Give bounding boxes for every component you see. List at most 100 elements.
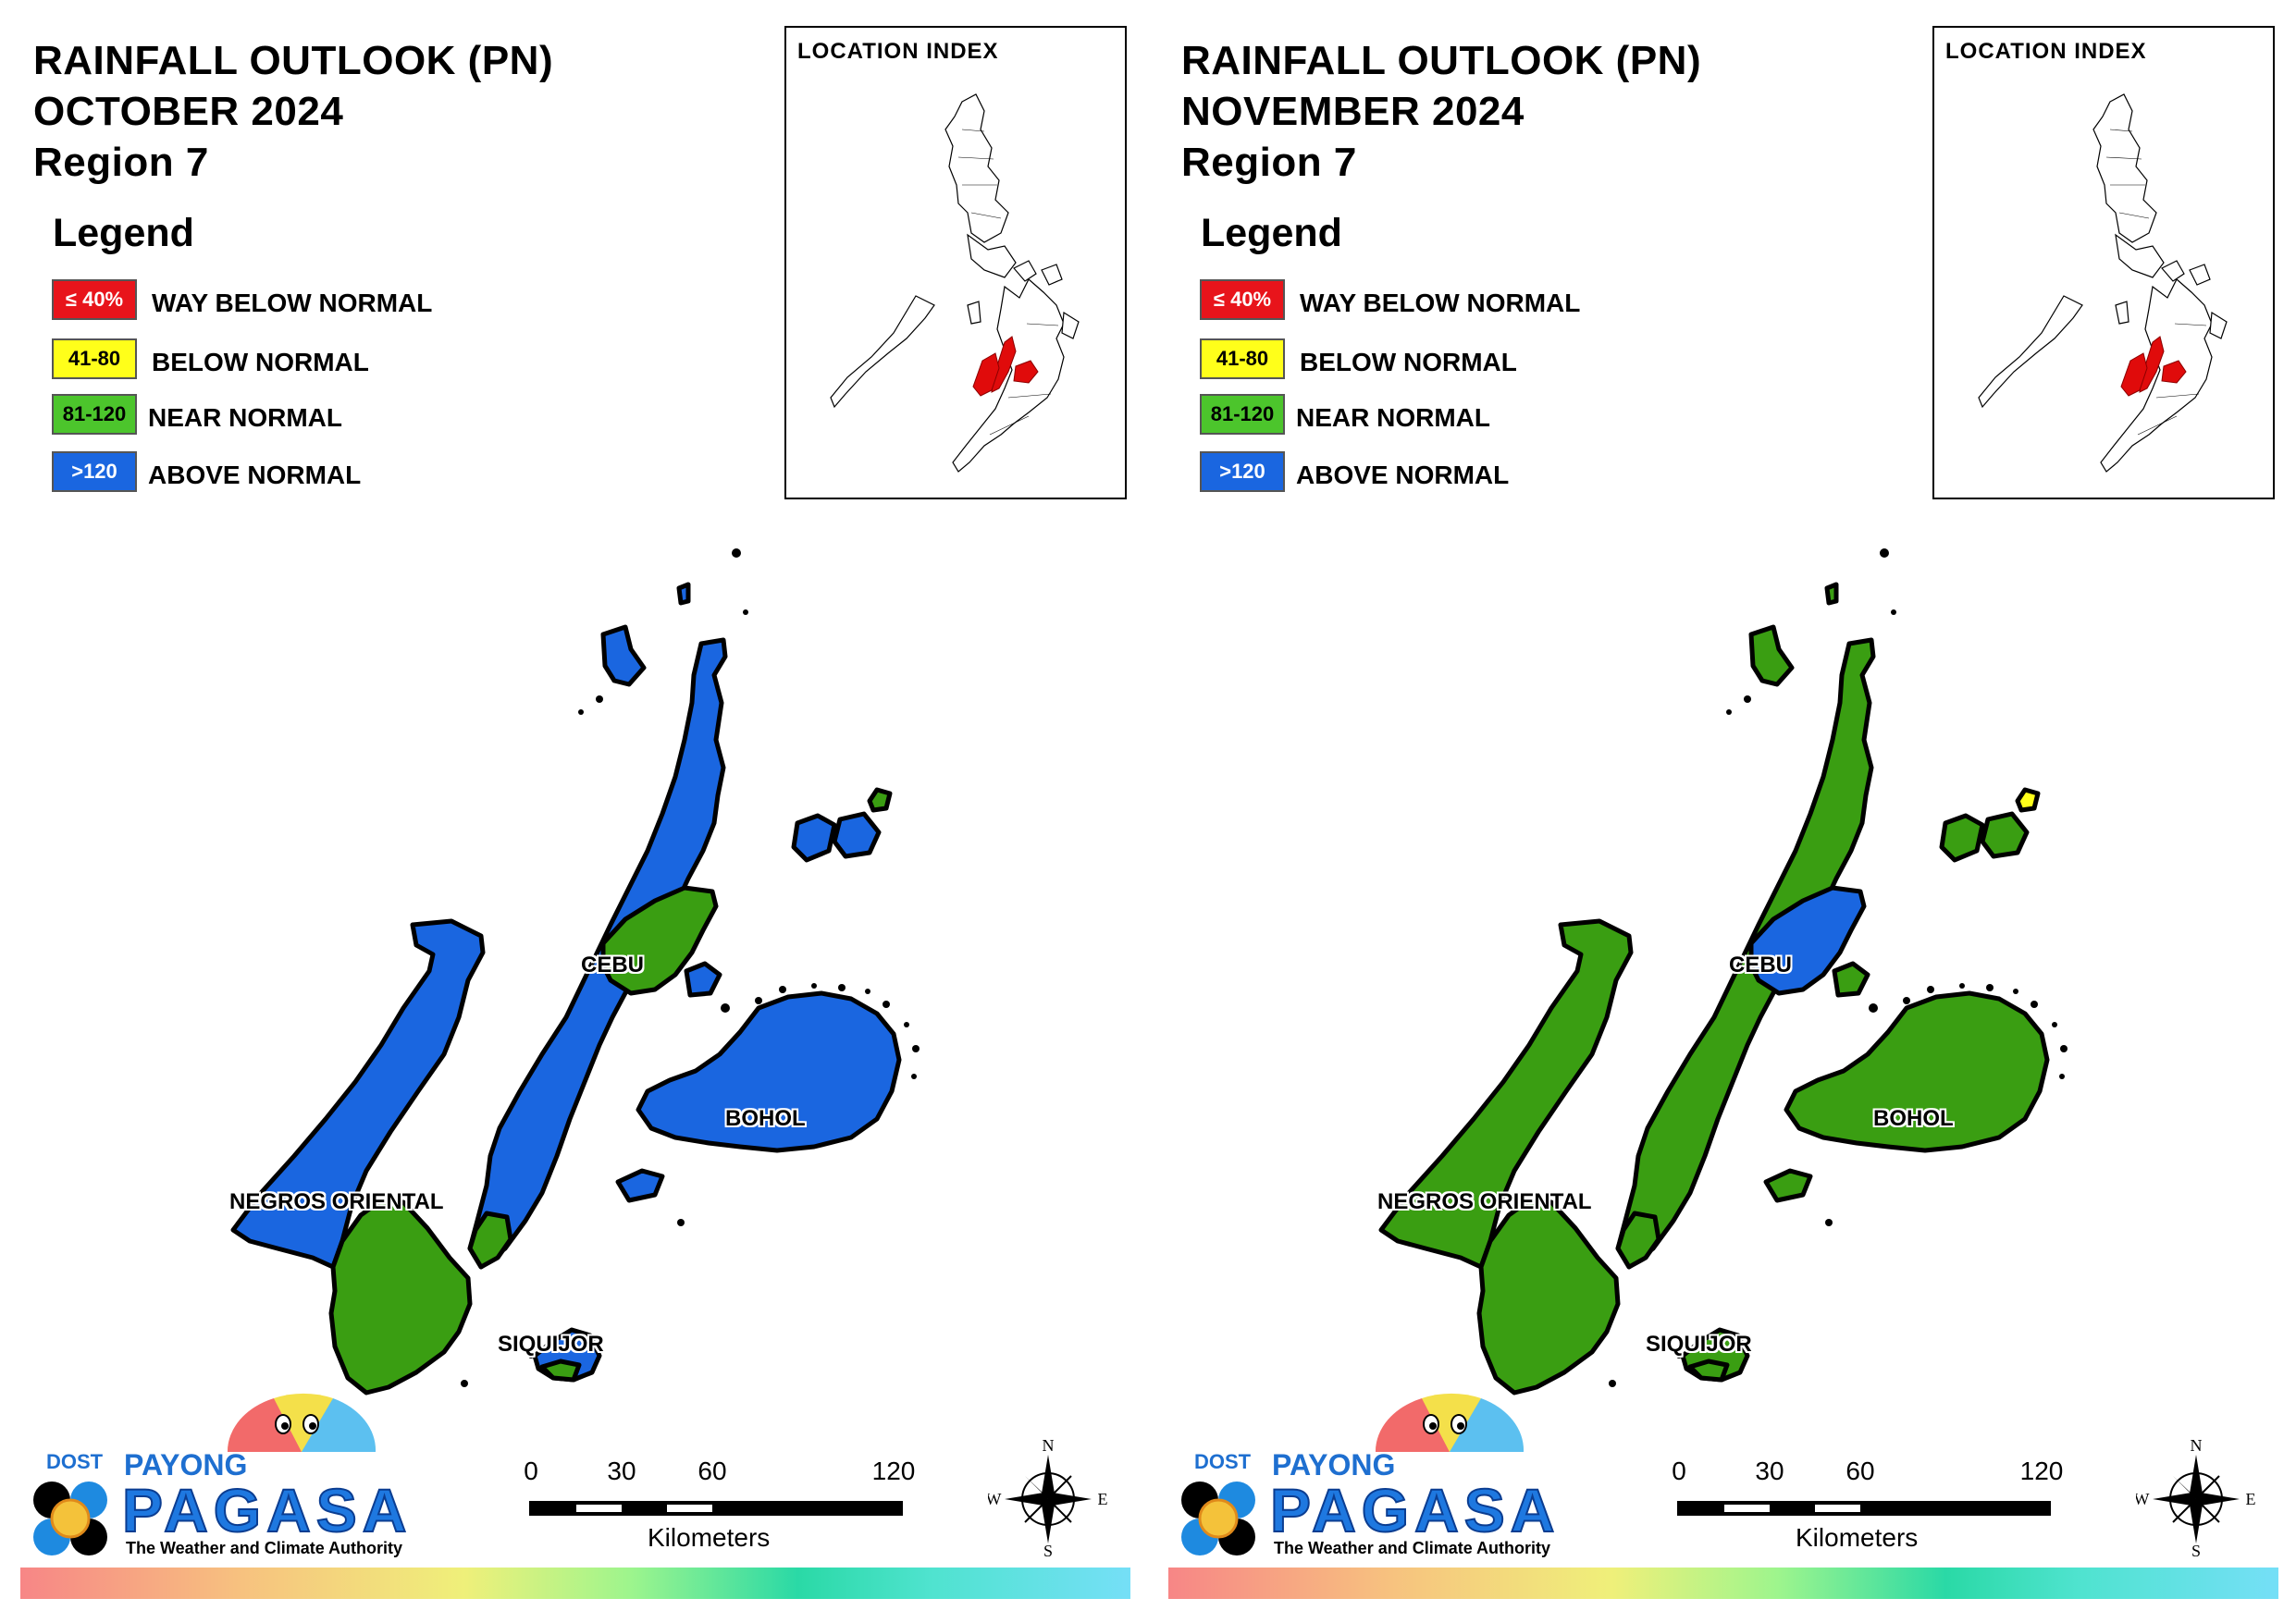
umbrella-icon [33,1393,376,1555]
compass-n: N [2191,1438,2203,1455]
legend-swatch-above: >120 [1200,451,1285,492]
legend-swatch-near: 81-120 [52,394,137,435]
bohol-west-islet [615,1168,665,1203]
region7-rainfall-map [230,548,920,1396]
place-label-siquijor: SIQUIJOR [498,1332,604,1357]
camotes-east-island [832,811,882,859]
location-index: LOCATION INDEX [784,26,1127,499]
legend-heading: Legend [53,211,194,255]
footer-gradient-bar [20,1568,1130,1599]
scale-tick-60: 60 [1845,1457,1875,1485]
scale-unit-label: Kilometers [648,1523,771,1552]
pagasa-logo: DOST PAYONG PAGASA The Weather and Clima… [1179,1387,1555,1563]
logo-pagasa-text: PAGASA [1269,1475,1561,1545]
compass-s: S [1043,1542,1053,1558]
north-arrow: N S E W [986,1436,1108,1563]
mactan-island [684,961,722,998]
compass-rose-icon: N S E W [2134,1436,2256,1560]
place-label-cebu: CEBU [581,953,645,977]
umbrella-icon [1181,1393,1524,1555]
negros-oriental-north-area [230,918,486,1270]
bantayan-islet [1824,582,1839,606]
logo-payong-text: PAYONG [124,1448,248,1482]
cebu-south-tip-area [467,1211,513,1270]
title-line-1: RAINFALL OUTLOOK (PN) [1181,38,1702,83]
footer-gradient-bar [1168,1568,2278,1599]
compass-n: N [1043,1438,1055,1455]
map-title: RAINFALL OUTLOOK (PN) OCTOBER 2024 Regio… [33,35,553,188]
scale-bar: 0 30 60 120 Kilometers [1666,1457,2073,1558]
legend-label-above: ABOVE NORMAL [148,461,362,489]
logo-dost-text: DOST [1194,1450,1252,1473]
negros-oriental-south-area [328,1198,473,1396]
place-label-bohol: BOHOL [725,1106,806,1131]
bohol-west-islet [1763,1168,1813,1203]
scale-tick-30: 30 [1755,1457,1784,1485]
legend-swatch-way-below: ≤ 40% [52,279,137,320]
compass-e: E [2246,1490,2256,1508]
logo-tagline: The Weather and Climate Authority [1274,1539,1551,1557]
place-label-cebu: CEBU [1729,953,1793,977]
title-line-2: NOVEMBER 2024 [1181,89,1524,134]
bohol-island [636,990,902,1153]
mactan-island [1832,961,1870,998]
negros-oriental-north-area [1378,918,1634,1270]
scale-bar: 0 30 60 120 Kilometers [518,1457,925,1558]
scale-tick-60: 60 [697,1457,727,1485]
location-index: LOCATION INDEX [1932,26,2275,499]
place-label-negros-oriental: NEGROS ORIENTAL [229,1189,444,1214]
legend-label-near: NEAR NORMAL [1296,403,1490,432]
logo-tagline: The Weather and Climate Authority [126,1539,403,1557]
cebu-central-east-area [600,885,719,996]
camotes-northeast-islet [867,787,893,813]
legend-label-way-below: WAY BELOW NORMAL [152,289,433,317]
logo-payong-text: PAYONG [1272,1448,1396,1482]
bohol-island [1784,990,2050,1153]
location-index-title: LOCATION INDEX [797,39,999,64]
legend-label-way-below: WAY BELOW NORMAL [1300,289,1581,317]
legend-label-below: BELOW NORMAL [1300,348,1517,376]
cebu-main-area [1615,637,1876,1270]
cebu-central-east-area [1748,885,1867,996]
logo-dost-text: DOST [46,1450,104,1473]
bantayan-islet [676,582,691,606]
title-line-2: OCTOBER 2024 [33,89,344,134]
bantayan-island [600,624,647,687]
legend-swatch-way-below: ≤ 40% [1200,279,1285,320]
cebu-south-tip-area [1615,1211,1661,1270]
north-arrow: N S E W [2134,1436,2256,1563]
title-line-3: Region 7 [1181,140,1357,185]
siquijor-south-area [1687,1359,1730,1383]
scale-bar-graphic [529,1501,903,1516]
philippines-index-map [1978,93,2228,473]
scale-tick-0: 0 [524,1457,538,1485]
legend-swatch-below: 41-80 [1200,338,1285,379]
camotes-west-island [1939,813,1985,863]
legend-swatch-near: 81-120 [1200,394,1285,435]
compass-w: W [988,1490,1002,1508]
camotes-northeast-islet [2015,787,2041,813]
legend-label-near: NEAR NORMAL [148,403,342,432]
compass-e: E [1098,1490,1108,1508]
outlook-panel-november: RAINFALL OUTLOOK (PN) NOVEMBER 2024 Regi… [1148,0,2296,1623]
outlook-panel-october: RAINFALL OUTLOOK (PN) OCTOBER 2024 Regio… [20,26,1130,1599]
siquijor-south-area [539,1359,582,1383]
logo-pagasa-text: PAGASA [121,1475,413,1545]
legend-label-above: ABOVE NORMAL [1296,461,1510,489]
scale-tick-120: 120 [871,1457,916,1485]
scale-bar-graphic [1677,1501,2051,1516]
compass-rose-icon: N S E W [986,1436,1108,1560]
title-line-1: RAINFALL OUTLOOK (PN) [33,38,554,83]
region7-rainfall-map [1378,548,2068,1396]
scale-tick-120: 120 [2019,1457,2064,1485]
title-line-3: Region 7 [33,140,209,185]
legend-swatch-below: 41-80 [52,338,137,379]
legend-swatch-above: >120 [52,451,137,492]
camotes-east-island [1980,811,2030,859]
location-index-title: LOCATION INDEX [1945,39,2147,64]
scale-tick-0: 0 [1672,1457,1686,1485]
place-label-siquijor: SIQUIJOR [1646,1332,1752,1357]
legend-label-below: BELOW NORMAL [152,348,369,376]
scale-unit-label: Kilometers [1796,1523,1919,1552]
compass-w: W [2136,1490,2150,1508]
